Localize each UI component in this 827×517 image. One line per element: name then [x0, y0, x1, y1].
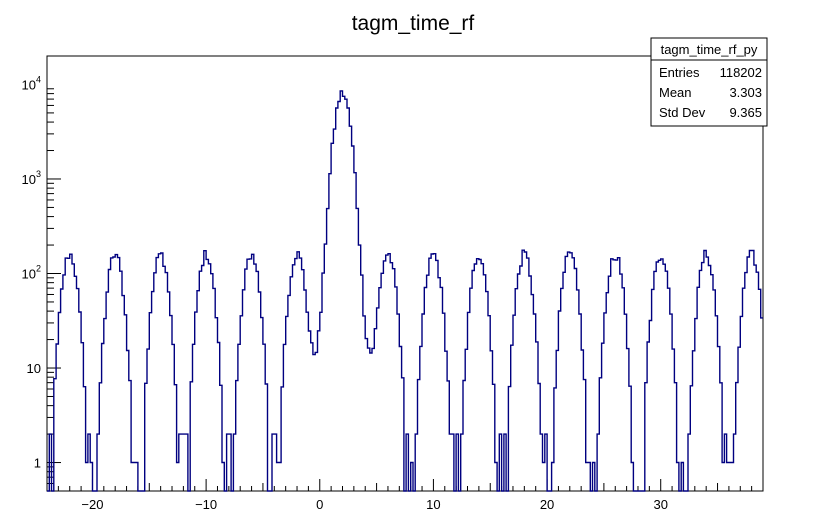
stats-stddev-label: Std Dev [659, 105, 706, 120]
x-tick-label: 10 [426, 497, 440, 512]
x-tick-label: 30 [653, 497, 667, 512]
x-axis: −20 −10 0 10 20 30 [46, 479, 764, 512]
stats-box-name: tagm_time_rf_py [661, 42, 758, 57]
chart-title: tagm_time_rf [352, 12, 475, 35]
stats-entries-value: 118202 [720, 65, 762, 80]
stats-mean-label: Mean [659, 85, 692, 100]
y-tick-label: 10 [27, 361, 41, 376]
y-tick-label: 104 [22, 74, 41, 92]
stats-box: tagm_time_rf_py Entries 118202 Mean 3.30… [650, 37, 768, 127]
y-tick-label: 1 [34, 456, 41, 471]
stats-mean-value: 3.303 [729, 85, 762, 100]
histogram-line [47, 90, 763, 492]
stats-box-frame [650, 37, 768, 127]
y-axis: 1 10 102 103 104 [22, 74, 61, 492]
x-tick-label: −10 [195, 497, 217, 512]
x-tick-label: 0 [316, 497, 323, 512]
x-tick-label: 20 [540, 497, 554, 512]
y-tick-label: 103 [22, 169, 41, 187]
stats-stddev-value: 9.365 [729, 105, 762, 120]
stats-entries-label: Entries [659, 65, 700, 80]
x-tick-label: −20 [81, 497, 103, 512]
y-tick-label: 102 [22, 264, 41, 282]
